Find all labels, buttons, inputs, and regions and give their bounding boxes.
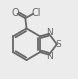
Text: O: O: [11, 8, 19, 18]
Text: Cl: Cl: [32, 8, 41, 18]
Text: N: N: [46, 28, 53, 37]
Text: S: S: [56, 40, 62, 49]
Text: N: N: [46, 52, 53, 61]
